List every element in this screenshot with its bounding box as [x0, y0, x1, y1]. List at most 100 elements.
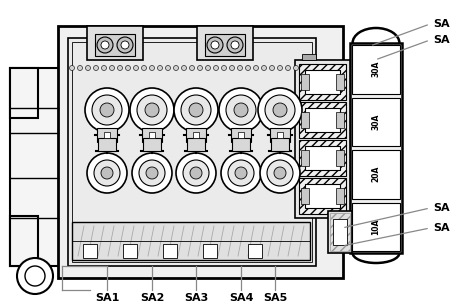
Circle shape [77, 66, 82, 71]
Bar [142, 128, 162, 142]
Bar [299, 64, 346, 100]
Circle shape [258, 88, 302, 132]
Circle shape [227, 37, 243, 53]
Bar [277, 132, 283, 138]
Bar [97, 128, 117, 142]
Bar [352, 150, 400, 198]
Circle shape [176, 153, 216, 193]
Circle shape [174, 88, 218, 132]
Circle shape [260, 153, 300, 193]
Circle shape [253, 66, 258, 71]
Bar [72, 42, 312, 262]
Circle shape [69, 66, 75, 71]
Bar [95, 34, 135, 56]
Circle shape [109, 66, 114, 71]
Circle shape [285, 66, 291, 71]
Bar [295, 60, 350, 218]
Bar [10, 68, 62, 266]
Circle shape [265, 95, 295, 125]
Bar [186, 128, 206, 142]
Circle shape [261, 66, 266, 71]
Bar [271, 138, 289, 151]
Circle shape [235, 167, 247, 179]
Text: SA3: SA3 [184, 293, 208, 303]
Circle shape [134, 66, 139, 71]
Bar [305, 184, 340, 208]
Circle shape [278, 66, 283, 71]
Bar [352, 45, 400, 94]
Circle shape [100, 103, 114, 117]
Circle shape [189, 66, 194, 71]
Bar [302, 54, 316, 60]
Bar [305, 146, 340, 170]
Bar [58, 26, 343, 278]
Circle shape [101, 167, 113, 179]
Bar [149, 132, 155, 138]
Circle shape [219, 88, 263, 132]
Circle shape [234, 103, 248, 117]
Bar [270, 128, 290, 142]
Bar [83, 244, 97, 258]
Bar [350, 43, 402, 253]
Circle shape [126, 66, 130, 71]
Circle shape [230, 66, 234, 71]
Bar [336, 112, 344, 128]
Text: SA5: SA5 [263, 293, 287, 303]
Circle shape [221, 153, 261, 193]
Circle shape [130, 88, 174, 132]
Circle shape [101, 41, 109, 49]
Bar [352, 98, 400, 146]
Bar [72, 222, 310, 260]
Bar [87, 26, 143, 60]
Circle shape [206, 66, 211, 71]
Circle shape [226, 95, 256, 125]
Circle shape [132, 153, 172, 193]
Bar [123, 244, 137, 258]
Circle shape [190, 167, 202, 179]
Bar [203, 244, 217, 258]
Circle shape [121, 41, 129, 49]
Bar [330, 213, 350, 251]
Text: SA1: SA1 [95, 293, 119, 303]
Circle shape [228, 160, 254, 186]
Circle shape [270, 66, 274, 71]
Bar [299, 140, 346, 176]
Bar [193, 132, 199, 138]
Circle shape [273, 103, 287, 117]
Circle shape [183, 160, 209, 186]
Text: SA6: SA6 [433, 19, 450, 29]
Bar [352, 202, 400, 251]
Bar [231, 128, 251, 142]
Circle shape [141, 66, 147, 71]
Text: SA4: SA4 [229, 293, 253, 303]
Circle shape [158, 66, 162, 71]
Circle shape [85, 88, 129, 132]
Circle shape [207, 37, 223, 53]
Circle shape [213, 66, 219, 71]
Bar [205, 34, 245, 56]
Bar [336, 150, 344, 166]
Circle shape [211, 41, 219, 49]
Bar [10, 68, 38, 118]
Circle shape [174, 66, 179, 71]
Circle shape [246, 66, 251, 71]
Circle shape [117, 37, 133, 53]
Circle shape [302, 66, 306, 71]
Bar [68, 38, 316, 266]
Circle shape [146, 167, 158, 179]
Circle shape [293, 66, 298, 71]
Bar [187, 138, 205, 151]
Text: 10A: 10A [372, 219, 381, 235]
Circle shape [102, 66, 107, 71]
Bar [301, 150, 309, 166]
Bar [301, 74, 309, 90]
Text: 30A: 30A [372, 114, 381, 130]
Bar [328, 211, 352, 253]
Circle shape [181, 95, 211, 125]
Circle shape [92, 95, 122, 125]
Bar [104, 132, 110, 138]
Bar [248, 244, 262, 258]
Bar [163, 244, 177, 258]
Circle shape [221, 66, 226, 71]
Text: 30A: 30A [372, 61, 381, 77]
